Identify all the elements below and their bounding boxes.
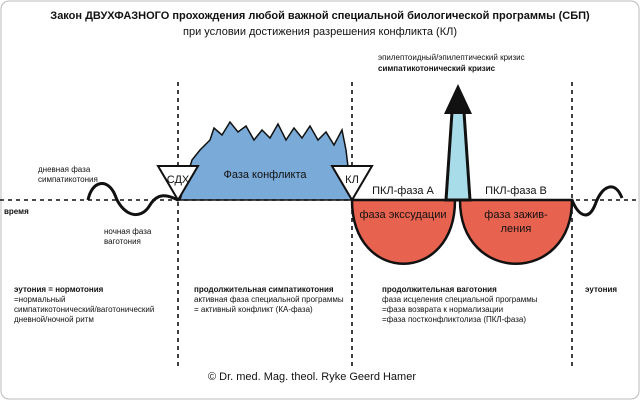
right-wave [570,185,624,217]
left-wave [86,182,179,217]
subtitle: при условии достижения разрешения конфли… [183,26,457,38]
crisis-spike [444,110,472,202]
note: симпатикотонический/ваготонический [14,305,154,314]
crisis-label: эпилептоидный/эпилептический кризис [378,53,525,62]
note-heading: эутония = нормотония [14,285,104,294]
crisis-label: симпатикотонический кризис [378,64,496,73]
night-phase-label: ваготония [104,237,141,246]
note: =фаза возврата к нормализации [382,305,503,314]
healing-label: ления [501,223,532,235]
note-heading: продолжительная ваготония [382,285,497,294]
crisis-arrow [444,84,472,114]
healing-bowl [458,198,574,265]
copyright: © Dr. med. Mag. theol. Ryke Geerd Hamer [208,371,416,383]
healing-label: фаза зажив- [484,209,548,221]
kl-label: КЛ [345,174,359,186]
note-heading: эутония [585,285,617,294]
note: =фаза постконфликтолиза (ПКЛ-фаза) [382,315,526,324]
note: = активный конфликт (КА-фаза) [194,305,313,314]
pcl-a-label: ПКЛ-фаза А [372,185,434,197]
note: активная фаза специальной программы [194,295,344,304]
day-phase-label: дневная фаза [38,165,91,174]
day-phase-label: симпатикотония [38,175,98,184]
exudation-bowl [350,198,457,265]
kl-marker [330,165,374,202]
note: дневной/ночной ритм [14,315,94,324]
sdh-label: СДХ [167,174,190,186]
sdh-marker [156,165,200,202]
conflict-label: Фаза конфликта [223,169,307,181]
exudation-label: фаза экссудации [359,209,446,221]
note: фаза исцеления специальной программы [382,295,538,304]
pcl-b-label: ПКЛ-фаза В [485,185,547,197]
note-heading: продолжительная симпатикотония [194,285,334,294]
title: Закон ДВУХФАЗНОГО прохождения любой важн… [50,10,590,22]
time-label: время [4,207,29,216]
conflict-area [178,120,353,201]
night-phase-label: ночная фаза [104,227,152,236]
note: =нормальный [14,295,65,304]
